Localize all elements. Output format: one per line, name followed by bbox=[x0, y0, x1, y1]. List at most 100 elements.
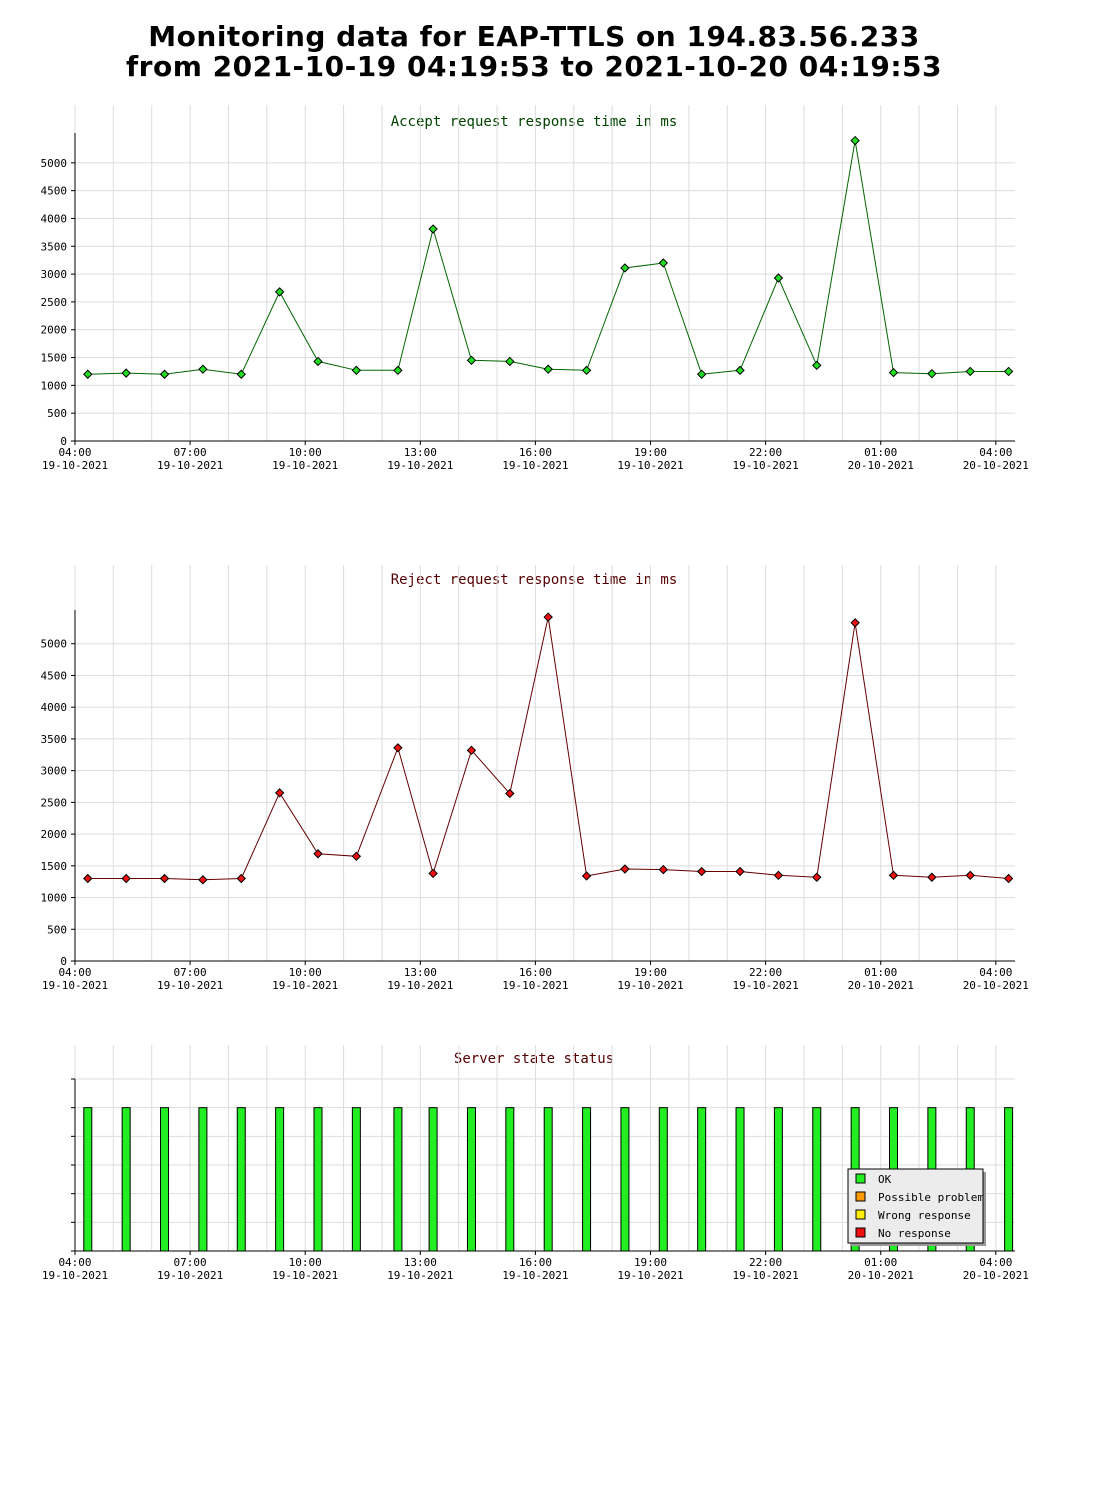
x-tick-time-label: 13:00 bbox=[404, 966, 437, 979]
x-tick-time-label: 01:00 bbox=[864, 966, 897, 979]
data-point bbox=[696, 866, 707, 877]
y-tick-label: 4500 bbox=[41, 669, 68, 682]
x-tick-date-label: 19-10-2021 bbox=[732, 1269, 798, 1282]
x-tick-date-label: 19-10-2021 bbox=[617, 979, 683, 992]
x-tick-date-label: 19-10-2021 bbox=[617, 459, 683, 472]
data-point bbox=[274, 788, 285, 798]
x-tick-date-label: 20-10-2021 bbox=[848, 1269, 914, 1282]
data-point bbox=[850, 618, 860, 628]
x-tick-date-label: 19-10-2021 bbox=[157, 1269, 223, 1282]
x-tick-time-label: 01:00 bbox=[864, 1256, 897, 1269]
x-tick-time-label: 04:00 bbox=[979, 446, 1012, 459]
data-point bbox=[466, 745, 477, 756]
legend-possible-problem-label: Possible problem bbox=[878, 1191, 984, 1204]
x-tick-date-label: 19-10-2021 bbox=[502, 979, 568, 992]
data-point bbox=[505, 356, 515, 367]
x-tick-date-label: 19-10-2021 bbox=[617, 1269, 683, 1282]
data-point bbox=[274, 287, 285, 297]
y-tick-label: 1500 bbox=[41, 860, 68, 873]
data-point bbox=[121, 368, 131, 378]
x-tick-time-label: 04:00 bbox=[979, 1256, 1012, 1269]
data-point bbox=[965, 366, 975, 377]
status-bar bbox=[351, 1107, 361, 1252]
x-tick-time-label: 22:00 bbox=[749, 966, 782, 979]
x-tick-time-label: 19:00 bbox=[634, 966, 667, 979]
data-point bbox=[773, 273, 784, 283]
data-point bbox=[658, 864, 669, 875]
data-point bbox=[236, 873, 246, 884]
page-title-line-1: Monitoring data for EAP-TTLS on 194.83.5… bbox=[148, 20, 920, 53]
status-bar bbox=[735, 1107, 745, 1252]
y-tick-label: 3000 bbox=[41, 765, 68, 778]
x-tick-time-label: 19:00 bbox=[634, 1256, 667, 1269]
y-tick-label: 3500 bbox=[41, 733, 68, 746]
x-tick-date-label: 19-10-2021 bbox=[502, 1269, 568, 1282]
x-tick-time-label: 04:00 bbox=[58, 1256, 91, 1269]
x-tick-time-label: 10:00 bbox=[289, 1256, 322, 1269]
data-point bbox=[351, 365, 362, 376]
data-point bbox=[159, 369, 170, 379]
x-tick-date-label: 19-10-2021 bbox=[387, 1269, 453, 1282]
data-point bbox=[83, 369, 93, 379]
data-point bbox=[581, 871, 592, 881]
data-point bbox=[428, 224, 438, 234]
data-point bbox=[620, 263, 630, 273]
status-bar bbox=[773, 1107, 783, 1252]
x-tick-time-label: 22:00 bbox=[749, 446, 782, 459]
page-title-line-2: from 2021-10-19 04:19:53 to 2021-10-20 0… bbox=[125, 50, 943, 83]
x-tick-date-label: 20-10-2021 bbox=[963, 459, 1029, 472]
y-tick-label: 4000 bbox=[41, 701, 68, 714]
legend-wrong-response-label: Wrong response bbox=[878, 1209, 971, 1222]
x-tick-date-label: 19-10-2021 bbox=[157, 459, 223, 472]
data-point bbox=[927, 872, 937, 882]
x-tick-time-label: 16:00 bbox=[519, 966, 552, 979]
y-tick-label: 0 bbox=[60, 435, 67, 448]
data-point bbox=[927, 368, 937, 379]
x-tick-date-label: 19-10-2021 bbox=[157, 979, 223, 992]
data-point bbox=[159, 873, 170, 884]
legend bbox=[847, 1168, 984, 1244]
data-point bbox=[313, 356, 323, 367]
accept-response-time-chart: Accept request response time in ms04:001… bbox=[41, 105, 1029, 472]
data-point bbox=[543, 612, 553, 622]
x-tick-date-label: 19-10-2021 bbox=[42, 979, 108, 992]
x-tick-date-label: 19-10-2021 bbox=[732, 979, 798, 992]
y-tick-label: 1500 bbox=[41, 352, 68, 365]
y-tick-label: 2500 bbox=[41, 296, 68, 309]
y-tick-label: 500 bbox=[47, 923, 67, 936]
y-tick-label: 4500 bbox=[41, 185, 68, 198]
x-tick-date-label: 20-10-2021 bbox=[963, 1269, 1029, 1282]
x-tick-date-label: 19-10-2021 bbox=[732, 459, 798, 472]
status-bar bbox=[83, 1107, 93, 1252]
x-tick-time-label: 04:00 bbox=[58, 966, 91, 979]
server-state-status-chart: Server state status04:0019-10-202107:001… bbox=[42, 1045, 1029, 1282]
x-tick-time-label: 07:00 bbox=[174, 966, 207, 979]
x-tick-date-label: 19-10-2021 bbox=[272, 459, 338, 472]
status-bar bbox=[275, 1107, 285, 1252]
y-tick-label: 0 bbox=[60, 955, 67, 968]
status-bar bbox=[658, 1107, 668, 1252]
data-point bbox=[1003, 873, 1014, 884]
page-title: Monitoring data for EAP-TTLS on 194.83.5… bbox=[0, 22, 1068, 82]
x-tick-date-label: 19-10-2021 bbox=[502, 459, 568, 472]
status-bar bbox=[313, 1107, 323, 1252]
status-bar bbox=[198, 1107, 208, 1252]
y-tick-label: 1000 bbox=[41, 379, 68, 392]
x-tick-time-label: 10:00 bbox=[289, 446, 322, 459]
data-point bbox=[581, 365, 592, 376]
x-tick-time-label: 13:00 bbox=[404, 446, 437, 459]
x-tick-date-label: 20-10-2021 bbox=[963, 979, 1029, 992]
data-point bbox=[735, 866, 745, 877]
x-tick-time-label: 07:00 bbox=[174, 1256, 207, 1269]
legend-possible-problem-swatch bbox=[855, 1191, 866, 1202]
data-point bbox=[888, 367, 899, 378]
chart-title: Reject request response time in ms bbox=[391, 572, 678, 588]
x-tick-date-label: 19-10-2021 bbox=[42, 459, 108, 472]
x-tick-time-label: 07:00 bbox=[174, 446, 207, 459]
y-tick-label: 3500 bbox=[41, 240, 68, 253]
data-point bbox=[236, 369, 246, 379]
data-point bbox=[428, 868, 438, 879]
data-point bbox=[198, 364, 208, 374]
series-line bbox=[87, 140, 1009, 375]
x-tick-time-label: 22:00 bbox=[749, 1256, 782, 1269]
